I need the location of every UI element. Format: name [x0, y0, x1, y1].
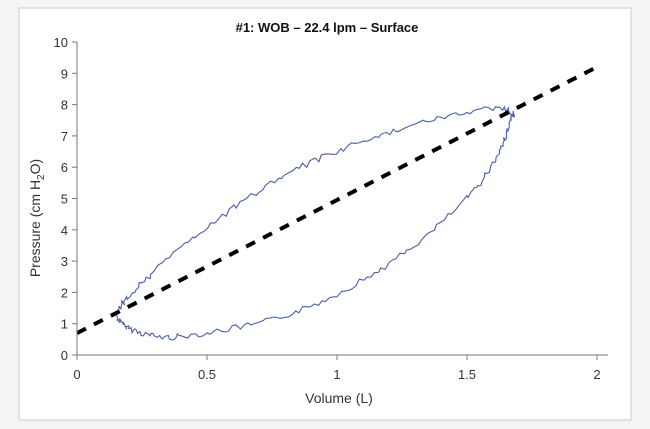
y-tick-label: 10 [54, 35, 68, 50]
y-tick-label: 7 [61, 129, 68, 144]
chart-background [18, 7, 632, 421]
x-tick-label: 2 [593, 367, 600, 382]
pressure-volume-loop [115, 105, 516, 341]
x-axis-label: Volume (L) [305, 390, 373, 406]
x-axis-ticks: 0 0.5 1 1.5 2 [73, 355, 601, 382]
y-axis-label-sub: 2 [36, 174, 47, 180]
x-tick-label: 1 [333, 367, 340, 382]
y-tick-label: 4 [61, 223, 68, 238]
dashed-trend-line [76, 65, 598, 335]
x-tick-label: 0.5 [198, 367, 216, 382]
x-tick-label: 1.5 [458, 367, 476, 382]
y-tick-label: 8 [61, 98, 68, 113]
title-background [187, 14, 468, 41]
y-tick-label: 9 [61, 66, 68, 81]
y-axis-label-main: Pressure (cm H [27, 180, 43, 277]
y-axis-label-end: O) [27, 159, 43, 175]
y-tick-label: 5 [61, 192, 68, 207]
y-tick-label: 2 [61, 285, 68, 300]
plot-area [76, 65, 598, 341]
y-tick-label: 6 [61, 160, 68, 175]
y-tick-label: 1 [61, 317, 68, 332]
x-tick-label: 0 [73, 367, 80, 382]
chart-title: #1: WOB – 22.4 lpm – Surface [236, 20, 419, 35]
y-axis-ticks: 0 1 2 3 4 5 6 7 8 9 10 [54, 35, 77, 363]
y-axis-label: Pressure (cm H2O) [27, 159, 47, 277]
y-tick-label: 0 [61, 348, 68, 363]
y-tick-label: 3 [61, 254, 68, 269]
